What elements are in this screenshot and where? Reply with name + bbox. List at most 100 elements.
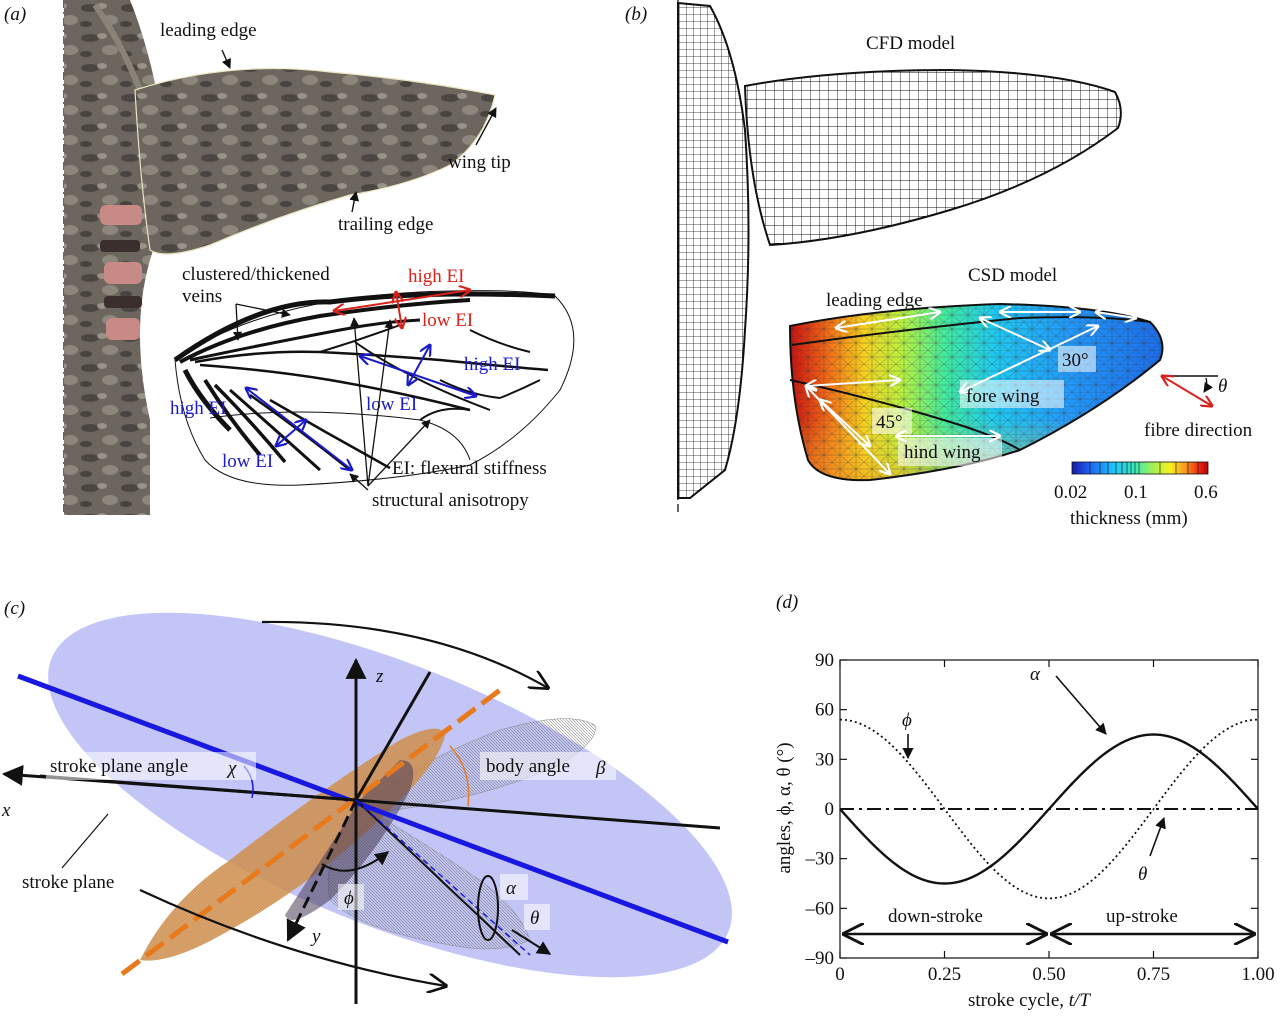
series-label-theta: θ	[1138, 864, 1147, 885]
y-axis	[286, 799, 358, 942]
colorbar-label: thickness (mm)	[1070, 508, 1188, 529]
stroke-plane-leader	[61, 813, 109, 869]
label-stroke-plane-angle: stroke plane angle	[50, 756, 188, 777]
arrow-veins-1	[235, 303, 291, 318]
white-arrow-1	[836, 312, 940, 328]
panel-c-tag: (c)	[4, 598, 25, 619]
label-beta: β	[595, 758, 606, 779]
series-label-alpha: α	[1030, 664, 1041, 685]
label-angle-45: 45°	[876, 412, 903, 433]
alpha-pointer	[1055, 675, 1107, 735]
label-clustered-veins-2: veins	[182, 286, 222, 307]
theta-arrow-c	[511, 929, 552, 955]
box-phi-c	[338, 884, 364, 910]
label-leading-edge-a: leading edge	[160, 20, 257, 41]
downstroke-motion-arrow	[139, 889, 446, 986]
spanwise-line-lower	[355, 799, 521, 956]
panel-a: (a) leading edge wing tip trailing edge	[4, 0, 575, 515]
axis-ticks: 0 0.25 0.50 0.75 1.00 90 60 30 0 –30 –60 –90	[805, 650, 1275, 985]
label-z: z	[375, 666, 384, 687]
red-arrow-vertical	[396, 292, 402, 328]
body-axis-line-c	[120, 688, 502, 976]
upstroke-motion-arrow	[261, 620, 548, 688]
antenna	[92, 3, 143, 92]
label-cfd-model: CFD model	[866, 33, 955, 54]
label-stroke-plane: stroke plane	[22, 872, 114, 893]
label-angle-30: 30°	[1062, 350, 1089, 371]
label-up-stroke: up-stroke	[1106, 906, 1178, 927]
box-body-angle	[480, 752, 616, 780]
arrow-anisotropy-2	[367, 319, 394, 487]
y-tick-label-0: 90	[815, 650, 834, 671]
label-clustered-veins-1: clustered/thickened	[182, 264, 330, 285]
blue-dashed-span	[355, 799, 531, 956]
cfd-wing-mesh	[743, 68, 1122, 247]
label-fibre-direction: fibre direction	[1144, 420, 1253, 441]
label-low-ei-blue-bottom: low EI	[222, 451, 273, 472]
y-tick-label-5: –60	[805, 898, 835, 919]
colorbar-tick-0: 0.02	[1054, 482, 1087, 503]
moth-wing-photo	[134, 67, 496, 255]
label-trailing-edge: trailing edge	[338, 214, 434, 235]
label-theta-b: θ	[1218, 376, 1227, 397]
panel-d: (d) 0 0.25 0.50 0.75 1.00 90 60 30 0 –30 –60 –90 an…	[774, 592, 1275, 1011]
label-phi-c: ϕ	[344, 888, 354, 909]
spanwise-line-upper	[354, 671, 432, 801]
box-angle-30	[1058, 346, 1096, 372]
arrow-leading-edge-a	[221, 49, 231, 69]
x-axis-label-var: t/T	[1069, 990, 1092, 1011]
label-leading-edge-b: leading edge	[826, 290, 923, 311]
arrow-wing-tip	[475, 107, 497, 146]
label-chi: χ	[226, 758, 237, 779]
y-tick-label-2: 30	[815, 749, 834, 770]
label-csd-model: CSD model	[968, 265, 1057, 286]
label-high-ei-red: high EI	[408, 266, 464, 287]
label-alpha-c: α	[506, 878, 517, 899]
label-low-ei-blue-mid: low EI	[366, 394, 417, 415]
label-theta-c: θ	[530, 908, 539, 929]
box-angle-45	[872, 408, 912, 434]
label-ei-definition: EI: flexural stiffness	[392, 458, 547, 479]
x-axis-label-prefix: stroke cycle,	[968, 990, 1069, 1011]
x-tick-label-4: 1.00	[1241, 964, 1274, 985]
y-tick-label-1: 60	[815, 700, 834, 721]
label-wing-tip: wing tip	[448, 152, 511, 173]
arrow-veins-2	[233, 303, 243, 341]
wing-grey-upper	[359, 718, 596, 813]
phi-angle-arc	[321, 851, 390, 872]
colorbar-tick-2: 0.6	[1194, 482, 1218, 503]
arrow-trailing-edge	[349, 191, 360, 213]
x-axis-label: stroke cycle, t/T	[968, 990, 1091, 1011]
colorbar-ticks	[1089, 462, 1199, 474]
white-arrow-3	[1096, 312, 1136, 318]
y-tick-label-3: 0	[825, 799, 835, 820]
theta-pointer	[1149, 816, 1166, 857]
y-tick-label-6: –90	[805, 948, 835, 969]
y-axis-label: angles, ϕ, α, θ (°)	[774, 742, 795, 873]
box-hind-wing	[898, 438, 1002, 466]
label-hind-wing: hind wing	[904, 442, 981, 463]
beta-angle-arc	[449, 745, 470, 807]
box-alpha-c	[500, 874, 528, 900]
arrow-anisotropy-3	[367, 419, 431, 487]
panel-d-tag: (d)	[776, 592, 798, 613]
y-tick-label-4: –30	[805, 849, 835, 870]
label-fore-wing: fore wing	[966, 386, 1040, 407]
blue-arrow-2	[408, 345, 430, 385]
box-theta-c	[524, 904, 550, 930]
colorbar	[1071, 461, 1209, 475]
stroke-plane-line	[17, 673, 729, 945]
moth-body	[64, 0, 164, 515]
fibre-angle-arc	[1203, 377, 1213, 393]
arrow-anisotropy-4	[349, 473, 369, 491]
wing-dark-wedge	[285, 760, 414, 920]
series-group	[839, 718, 1259, 900]
white-arrow-8	[820, 400, 870, 446]
x-tick-label-0: 0	[835, 964, 845, 985]
x-tick-label-2: 0.50	[1032, 964, 1065, 985]
box-stroke-plane-angle	[46, 752, 256, 780]
colorbar-tick-1: 0.1	[1124, 482, 1148, 503]
label-y: y	[310, 926, 321, 947]
label-down-stroke: down-stroke	[888, 906, 983, 927]
